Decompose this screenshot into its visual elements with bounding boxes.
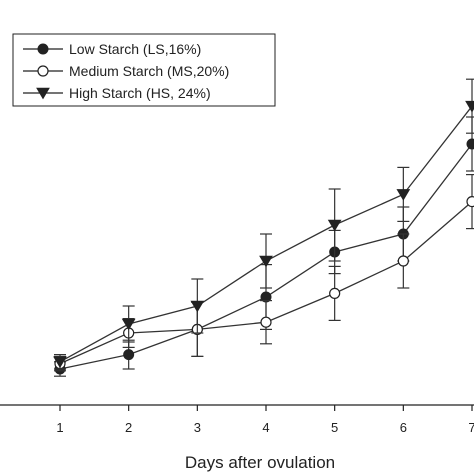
data-point-hs	[36, 87, 50, 100]
legend-item-hs: High Starch (HS, 24%)	[23, 85, 211, 101]
x-tick-label: 1	[56, 420, 63, 435]
x-axis-title: Days after ovulation	[185, 453, 335, 472]
data-point-ms	[329, 287, 341, 299]
data-point-hs	[190, 300, 205, 313]
legend: Low Starch (LS,16%) Medium Starch (MS,20%…	[12, 33, 276, 107]
series-ls	[54, 116, 474, 377]
data-point-hs	[465, 100, 474, 113]
data-point-ms	[260, 316, 272, 328]
data-point-ms	[397, 255, 409, 267]
plot-area	[53, 78, 474, 377]
data-point-ls	[466, 138, 474, 150]
series-ms	[54, 174, 474, 372]
legend-label-hs: High Starch (HS, 24%)	[69, 85, 211, 101]
x-tick-label: 2	[125, 420, 132, 435]
legend-label-ms: Medium Starch (MS,20%)	[69, 63, 229, 79]
legend-box	[12, 33, 276, 107]
data-point-hs	[53, 356, 67, 369]
data-point-hs	[121, 318, 136, 331]
data-point-hs	[259, 255, 273, 268]
legend-item-ms: Medium Starch (MS,20%)	[23, 63, 229, 79]
data-point-ls	[123, 349, 135, 361]
data-point-hs	[327, 219, 342, 232]
series-hs	[53, 78, 474, 370]
data-point-hs	[396, 189, 411, 201]
legend-item-ls: Low Starch (LS,16%)	[23, 41, 201, 57]
data-point-ls	[37, 43, 49, 55]
x-tick-label: 6	[400, 420, 407, 435]
x-tick-label: 3	[194, 420, 201, 435]
axes: 1 2 3 4 5 6 7	[0, 404, 474, 435]
legend-label-ls: Low Starch (LS,16%)	[69, 41, 201, 57]
x-tick-label: 4	[262, 420, 269, 435]
x-tick-label: 7	[468, 420, 474, 435]
x-tick-label: 5	[331, 420, 338, 435]
data-point-ms	[37, 65, 49, 77]
data-point-ms	[466, 196, 474, 208]
